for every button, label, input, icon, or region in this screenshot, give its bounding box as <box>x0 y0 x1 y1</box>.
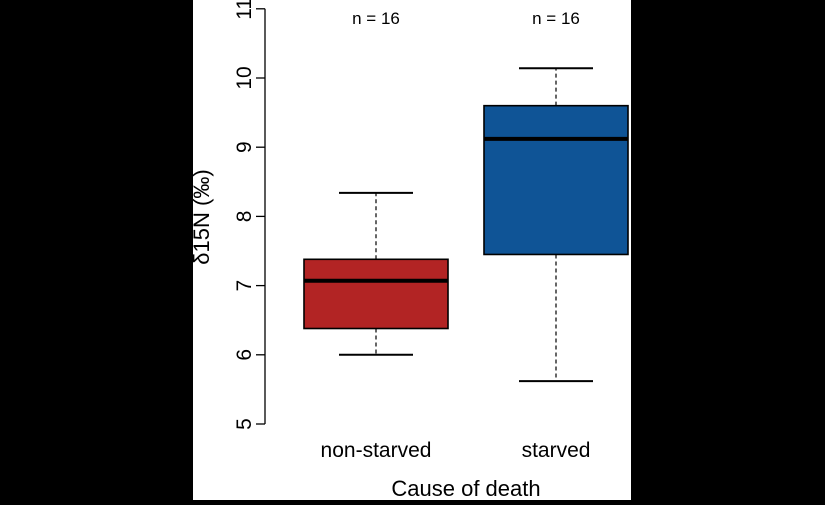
y-tick-label: 11 <box>233 0 256 20</box>
y-tick-label: 5 <box>233 418 256 430</box>
box-iqr <box>303 258 449 330</box>
x-category-label: non-starved <box>321 439 432 462</box>
y-tick-label: 10 <box>233 66 256 89</box>
box-group: n = 16 starved <box>483 9 629 462</box>
x-category-label: starved <box>522 439 591 462</box>
y-axis-label: δ15N (‰) <box>189 169 214 264</box>
box-group: n = 16 non-starved <box>303 9 449 462</box>
y-tick-label: 9 <box>233 141 256 153</box>
boxes: n = 16 non-starved n = 16 starved <box>303 9 629 462</box>
y-tick-label: 7 <box>233 280 256 292</box>
x-axis-label: Cause of death <box>391 476 540 500</box>
y-tick-label: 8 <box>233 211 256 223</box>
y-axis: 5 6 7 8 9 10 11 <box>233 0 266 430</box>
y-tick-label: 6 <box>233 349 256 361</box>
box-iqr <box>483 104 629 256</box>
labels: δ15N (‰) Cause of death <box>189 169 541 501</box>
n-label: n = 16 <box>532 9 580 28</box>
n-label: n = 16 <box>352 9 400 28</box>
